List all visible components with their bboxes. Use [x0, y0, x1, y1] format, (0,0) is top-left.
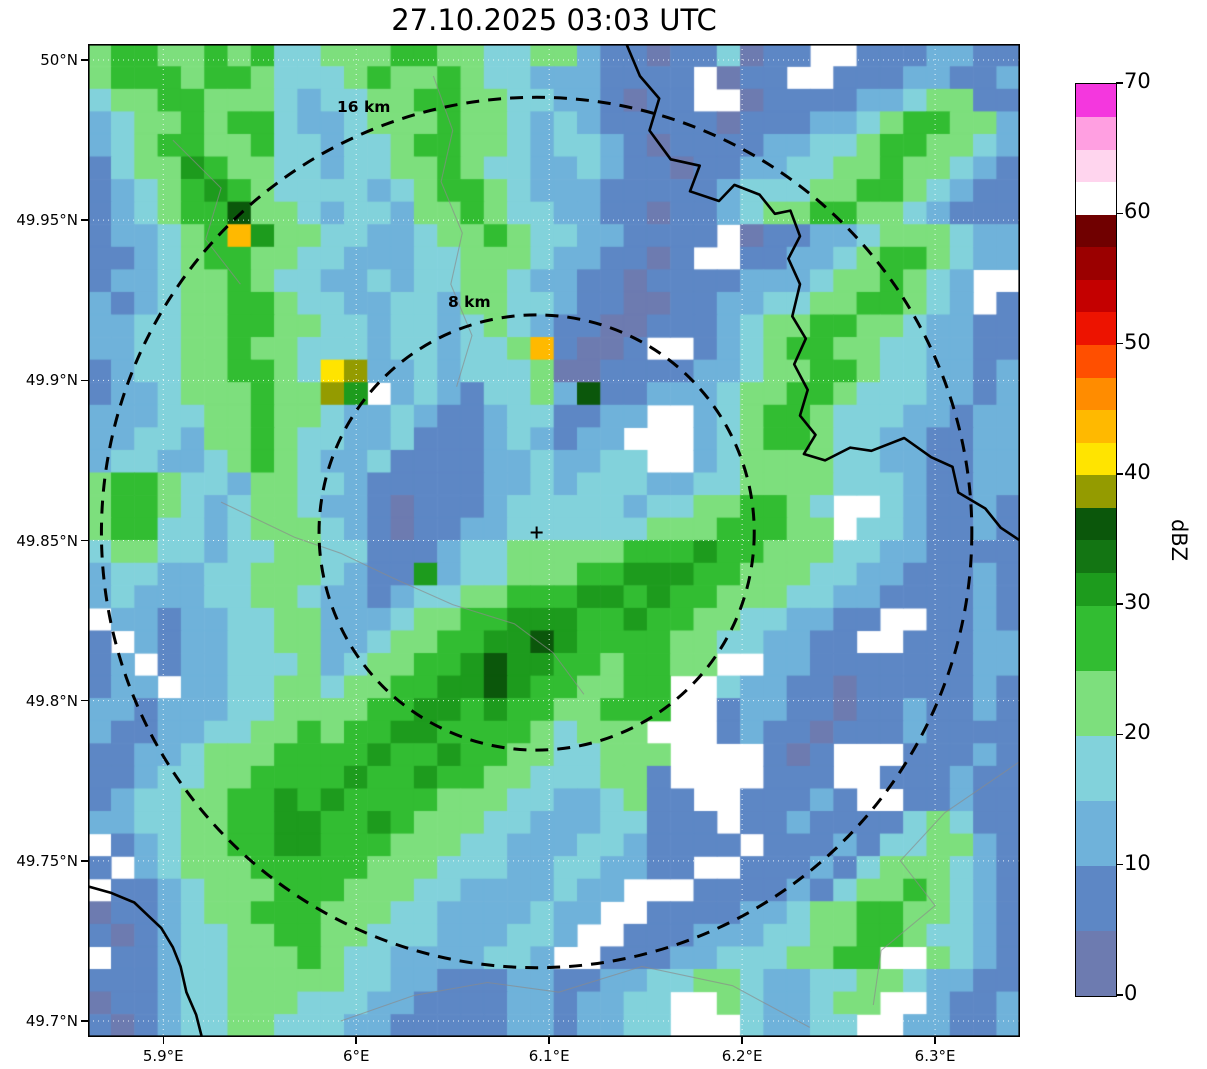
x-tick-label: 6.2°E — [721, 1047, 763, 1065]
colorbar-segment — [1076, 865, 1116, 932]
colorbar-segment — [1076, 670, 1116, 736]
x-tick-label: 6°E — [342, 1047, 370, 1065]
colorbar-tickmark — [1116, 82, 1123, 84]
y-tick-label: 49.85°N — [16, 531, 78, 550]
colorbar-tick-label: 50 — [1124, 329, 1151, 354]
colorbar-segment — [1076, 84, 1116, 118]
colorbar-segment — [1076, 474, 1116, 508]
x-tick-label: 6.1°E — [528, 1047, 570, 1065]
colorbar-segment — [1076, 246, 1116, 280]
x-tickmark — [162, 1037, 164, 1044]
colorbar-segment — [1076, 800, 1116, 867]
colorbar-tick-label: 30 — [1124, 590, 1151, 615]
x-tick-label: 5.9°E — [142, 1047, 184, 1065]
colorbar-segment — [1076, 507, 1116, 541]
y-tick-label: 49.9°N — [25, 371, 78, 390]
x-tickmark — [548, 1037, 550, 1044]
colorbar-segment — [1076, 181, 1116, 215]
colorbar-segment — [1076, 116, 1116, 150]
y-tick-label: 49.75°N — [16, 851, 78, 870]
y-tick-label: 49.7°N — [25, 1011, 78, 1030]
colorbar-segment — [1076, 149, 1116, 183]
colorbar-tick-label: 60 — [1124, 199, 1151, 224]
colorbar-tick-label: 70 — [1124, 69, 1151, 93]
reflectivity-heatmap — [88, 44, 1020, 1037]
colorbar-segment — [1076, 930, 1116, 997]
plot-title: 27.10.2025 03:03 UTC — [391, 3, 717, 37]
colorbar-segment — [1076, 540, 1116, 574]
colorbar — [1075, 83, 1117, 997]
colorbar-tickmark — [1116, 473, 1123, 475]
colorbar-segment — [1076, 442, 1116, 476]
colorbar-segment — [1076, 312, 1116, 346]
y-tickmark — [81, 539, 88, 542]
colorbar-segment — [1076, 409, 1116, 443]
colorbar-segment — [1076, 279, 1116, 313]
colorbar-tickmark — [1116, 863, 1123, 866]
colorbar-tick-label: 10 — [1124, 850, 1151, 875]
y-tick-label: 50°N — [40, 51, 78, 70]
colorbar-segment — [1076, 735, 1116, 802]
colorbar-segment — [1076, 214, 1116, 248]
colorbar-label: dBZ — [1167, 518, 1191, 562]
x-tick-label: 6.3°E — [914, 1047, 956, 1065]
colorbar-tick-label: 0 — [1124, 981, 1138, 1005]
colorbar-segment — [1076, 572, 1116, 606]
y-tickmark — [81, 699, 88, 702]
y-tick-label: 49.8°N — [25, 691, 78, 710]
y-tickmark — [81, 1020, 88, 1022]
y-tickmark — [81, 219, 88, 221]
colorbar-tickmark — [1116, 733, 1123, 736]
colorbar-tick-label: 20 — [1124, 720, 1151, 745]
colorbar-segment — [1076, 344, 1116, 378]
x-tickmark — [741, 1037, 743, 1044]
x-tickmark — [355, 1037, 357, 1044]
colorbar-tickmark — [1116, 212, 1123, 215]
y-tickmark — [81, 379, 88, 382]
y-tick-label: 49.95°N — [16, 211, 78, 230]
y-tickmark — [81, 860, 88, 862]
x-tickmark — [934, 1037, 936, 1044]
y-tickmark — [81, 59, 88, 61]
colorbar-tickmark — [1116, 994, 1123, 996]
colorbar-tick-label: 40 — [1124, 459, 1151, 484]
colorbar-segment — [1076, 377, 1116, 411]
colorbar-tickmark — [1116, 342, 1123, 345]
colorbar-tickmark — [1116, 603, 1123, 605]
colorbar-segment — [1076, 605, 1116, 671]
radar-map-plot: 16 km 8 km — [88, 44, 1020, 1037]
